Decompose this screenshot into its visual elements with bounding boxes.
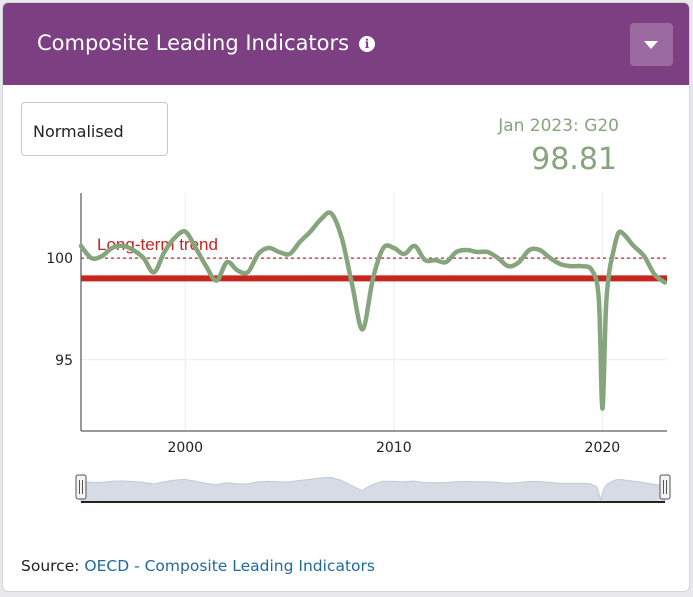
latest-period-label: Jan 2023: G20	[498, 116, 619, 136]
source-link[interactable]: OECD - Composite Leading Indicators	[84, 557, 375, 575]
y-tick-label: 95	[55, 353, 73, 369]
x-tick-label: 2010	[376, 440, 412, 456]
x-tick-label: 2020	[585, 440, 621, 456]
navigator-handle-right[interactable]	[659, 474, 671, 500]
latest-value: 98.81	[531, 142, 617, 177]
navigator-area	[80, 476, 666, 503]
source-line: Source: OECD - Composite Leading Indicat…	[21, 557, 375, 575]
card-header: Composite Leading Indicators i	[3, 3, 689, 85]
navigator-handle-left[interactable]	[75, 474, 87, 500]
chart-grid	[81, 193, 667, 431]
series-layer	[78, 210, 668, 411]
normalisation-select[interactable]: Normalised	[21, 102, 168, 156]
x-tick-label: 2000	[167, 440, 203, 456]
card-title: Composite Leading Indicators	[37, 31, 350, 55]
range-navigator[interactable]	[75, 474, 671, 503]
normalisation-select-value: Normalised	[33, 122, 124, 141]
series-line-g20	[78, 210, 668, 411]
chevron-down-icon	[644, 41, 658, 49]
chart-axes: 2000 2010 2020 95 100	[46, 193, 667, 456]
info-icon[interactable]: i	[359, 36, 375, 52]
source-prefix: Source:	[21, 557, 80, 575]
y-tick-label: 100	[46, 251, 73, 267]
dropdown-button[interactable]	[630, 23, 673, 66]
